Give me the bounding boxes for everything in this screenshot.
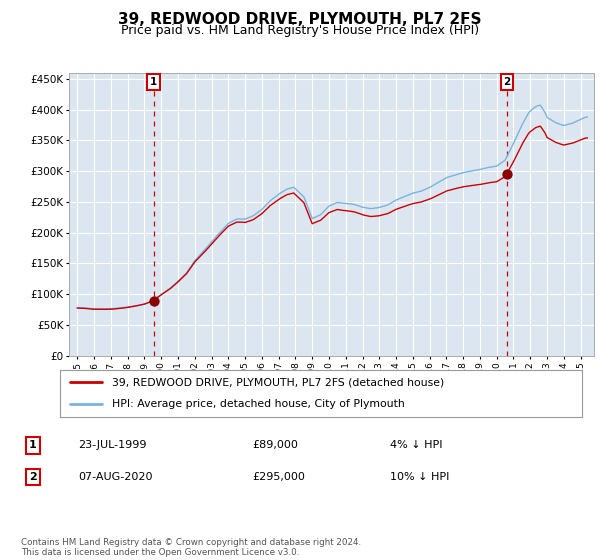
Text: 23-JUL-1999: 23-JUL-1999	[78, 440, 146, 450]
Point	[149, 296, 158, 305]
Text: £295,000: £295,000	[252, 472, 305, 482]
Text: 07-AUG-2020: 07-AUG-2020	[78, 472, 152, 482]
Text: HPI: Average price, detached house, City of Plymouth: HPI: Average price, detached house, City…	[112, 399, 405, 409]
Text: 2: 2	[503, 77, 511, 87]
Text: 1: 1	[150, 77, 157, 87]
Text: Contains HM Land Registry data © Crown copyright and database right 2024.
This d: Contains HM Land Registry data © Crown c…	[21, 538, 361, 557]
Point	[502, 170, 512, 179]
Text: 4% ↓ HPI: 4% ↓ HPI	[390, 440, 443, 450]
Text: 1: 1	[29, 440, 37, 450]
Text: 2: 2	[29, 472, 37, 482]
Text: 39, REDWOOD DRIVE, PLYMOUTH, PL7 2FS: 39, REDWOOD DRIVE, PLYMOUTH, PL7 2FS	[118, 12, 482, 27]
Text: £89,000: £89,000	[252, 440, 298, 450]
Text: 39, REDWOOD DRIVE, PLYMOUTH, PL7 2FS (detached house): 39, REDWOOD DRIVE, PLYMOUTH, PL7 2FS (de…	[112, 377, 445, 388]
Text: 10% ↓ HPI: 10% ↓ HPI	[390, 472, 449, 482]
Text: Price paid vs. HM Land Registry's House Price Index (HPI): Price paid vs. HM Land Registry's House …	[121, 24, 479, 36]
